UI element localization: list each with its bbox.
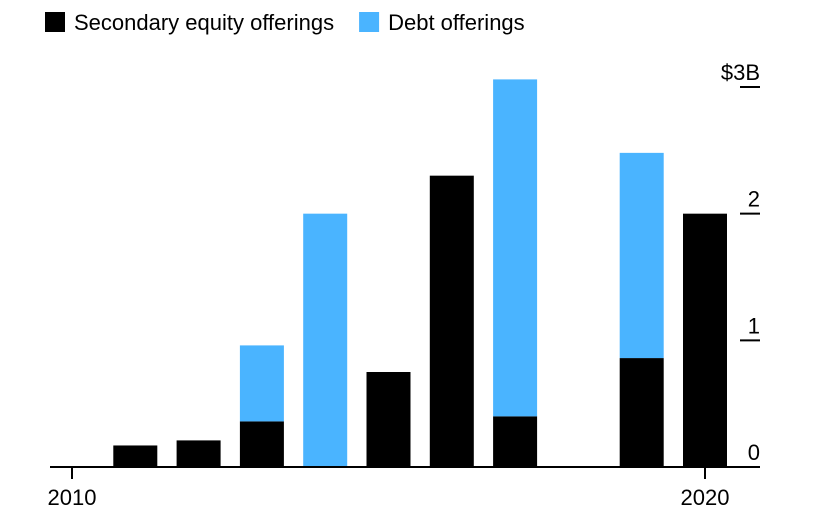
legend-swatch (359, 12, 380, 32)
legend-swatch (45, 12, 65, 32)
y-tick-label: 1 (748, 313, 760, 338)
x-tick-label: 2010 (48, 485, 97, 510)
bar (619, 152, 664, 359)
bar (303, 213, 348, 467)
bar (176, 440, 221, 467)
bar (239, 421, 284, 467)
y-tick-label: 0 (748, 440, 760, 465)
x-tick-label: 2020 (681, 485, 730, 510)
bar (239, 345, 284, 422)
bar (366, 372, 411, 467)
bar (493, 416, 538, 467)
bar (683, 213, 727, 467)
y-tick-label: $3B (721, 60, 760, 85)
bar (619, 358, 664, 467)
bar (113, 445, 158, 467)
y-tick-label: 2 (748, 187, 760, 212)
legend-label: Debt offerings (388, 10, 525, 35)
legend-label: Secondary equity offerings (74, 10, 334, 35)
bar (493, 79, 538, 417)
bar (429, 175, 474, 467)
